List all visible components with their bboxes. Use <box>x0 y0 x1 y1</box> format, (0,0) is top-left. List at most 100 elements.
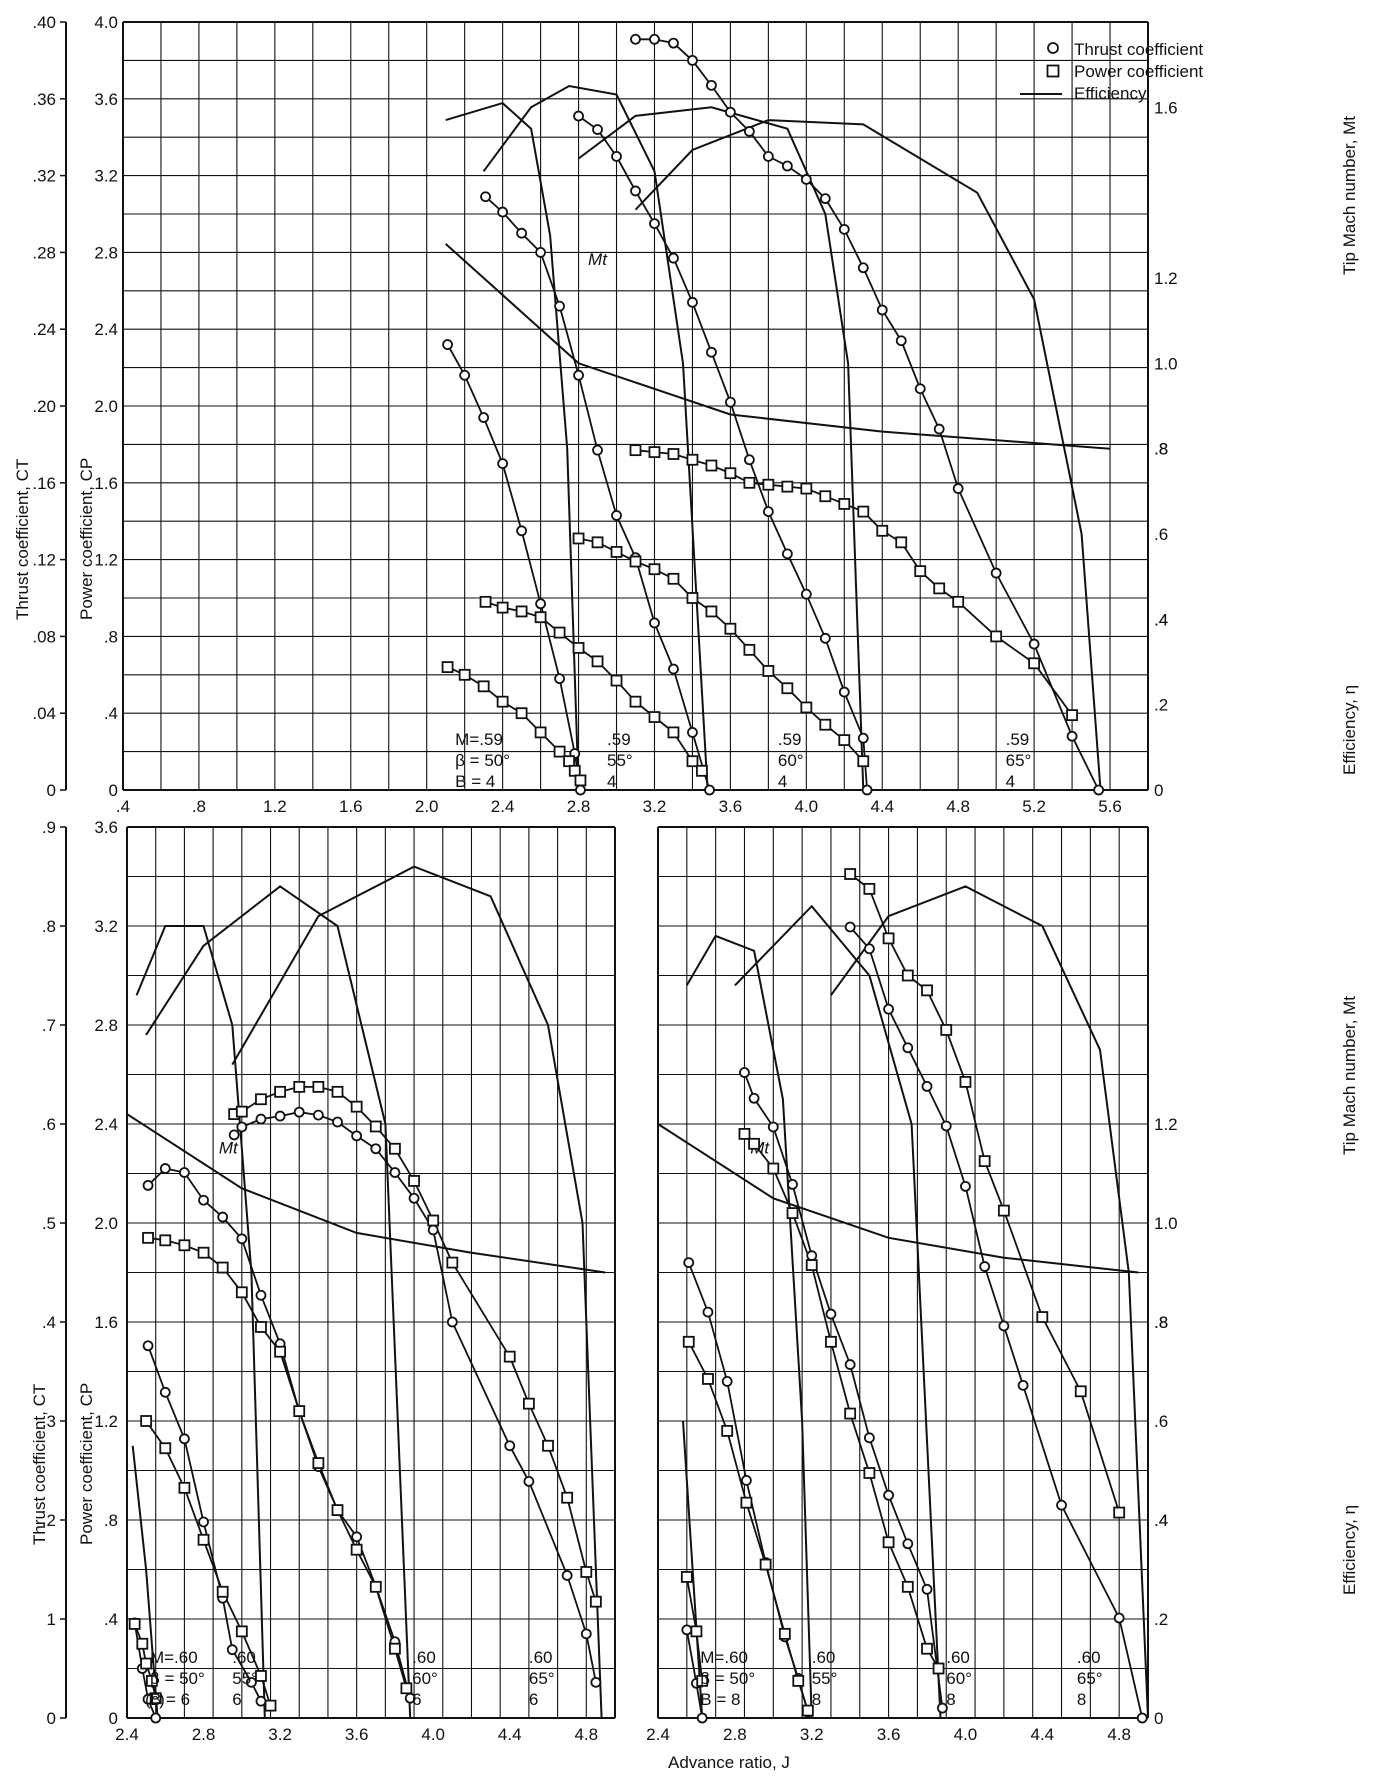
top-group-4-thrust-point <box>838 223 850 235</box>
bottom-sub1-group-4-power-point <box>446 1256 459 1269</box>
top-group-2-thrust-point <box>668 663 679 675</box>
bottom-sub1-group-3-power-curve <box>147 1236 408 1689</box>
bottom-ct-tick-label: .5 <box>42 1214 56 1233</box>
bottom-sub2-group-1-power-point <box>680 1571 693 1583</box>
bottom-sub1-group-2-thrust-point <box>245 1676 257 1688</box>
top-group-4-power-point <box>1066 709 1078 722</box>
bottom-sub2-group-4-power-point <box>1113 1506 1126 1519</box>
top-group-4-power-point <box>819 490 832 503</box>
top-cp-tick-label: .8 <box>104 627 118 646</box>
bottom-sub1-group-4-power-point <box>350 1100 363 1113</box>
bottom-sub2-group-2-power-point <box>759 1558 772 1571</box>
bottom-sub1-group-1-label-m: M=.60 <box>150 1648 198 1667</box>
top-group-4-thrust-point <box>781 160 793 172</box>
top-group-2-power-point <box>629 695 642 708</box>
bottom-sub1-group-3-power-point <box>159 1234 172 1247</box>
bottom-sub2-group-1-label-b: B = 8 <box>700 1690 740 1709</box>
top-group-4-thrust-point <box>952 483 964 494</box>
bottom-sub2-x-tick-label: 2.8 <box>723 1725 747 1744</box>
top-mach-tick-label: 1.2 <box>1154 269 1178 288</box>
top-group-3-label-m: .59 <box>778 730 802 749</box>
bottom-sub2-group-2-power-point <box>740 1496 753 1509</box>
top-group-4-power-point <box>914 565 927 578</box>
bottom-sub2-group-4-thrust-point <box>902 1042 914 1054</box>
top-group-4-thrust-point <box>743 126 755 137</box>
bottom-sub2-group-3-thrust-point <box>767 1121 779 1133</box>
bottom-sub2-group-3-label-b: 8 <box>946 1690 955 1709</box>
bottom-sub2-group-3-power-point <box>748 1137 760 1150</box>
top-group-4-power-point <box>1028 657 1041 670</box>
top-group-3-power-point <box>743 643 756 656</box>
bottom-sub2-group-3-thrust-point <box>806 1250 818 1262</box>
bottom-sub2-group-2-efficiency-curve <box>685 934 813 1719</box>
bottom-sub1-group-4-power-point <box>561 1491 574 1504</box>
bottom-sub1-group-1-label-beta: β = 50° <box>150 1669 205 1688</box>
top-grid <box>122 21 1149 791</box>
x-axis-label: Advance ratio, J <box>668 1753 790 1772</box>
bottom-mach-tick-label: .8 <box>1154 1313 1168 1332</box>
top-group-4-power-point <box>743 476 756 489</box>
bottom-sub1-group-2-power-point <box>255 1670 267 1682</box>
top-group-3-thrust-point <box>687 296 698 308</box>
top-group-4: .59 65° 4 <box>629 33 1105 796</box>
top-group-2-thrust-curve <box>484 196 711 791</box>
bottom-ct-tick-label: .4 <box>42 1313 56 1332</box>
top-group-4-label-beta: 65° <box>1006 751 1032 770</box>
bottom-sub1-group-4-thrust-point <box>370 1143 382 1155</box>
bottom-sub1-group-1-power-point <box>136 1637 149 1650</box>
bottom-cp-tick-label: 1.2 <box>94 1412 118 1431</box>
top-group-2-thrust-point <box>535 246 546 258</box>
top-ct-tick-label: 0 <box>47 781 56 800</box>
bottom-sub2-group-3-thrust-point <box>739 1067 750 1078</box>
bottom-sub1-group-1-efficiency-curve <box>131 1445 159 1719</box>
bottom-sub1-group-2-power-point <box>159 1442 172 1455</box>
bottom-sub2-group-3-power-point <box>863 1467 876 1479</box>
bottom-sub2-group-3-efficiency-curve <box>734 904 942 1719</box>
bottom-sub1-group-2: .60 55° 6 <box>135 925 277 1719</box>
bottom-sub1-group-2-thrust-point <box>159 1386 171 1398</box>
bottom-sub2-group-2-thrust-point <box>683 1257 695 1268</box>
bottom-sub1-group-4: .60 65° 6 <box>228 865 603 1719</box>
top-group-1-power-point <box>477 680 490 693</box>
bottom-sub2-group-2-thrust-point <box>721 1376 733 1387</box>
top-group-2-power-point <box>515 605 528 618</box>
bottom-sub1-group-3-power-point <box>312 1457 325 1469</box>
bottom-sub1-group-3-thrust-point <box>198 1194 209 1206</box>
top-group-2-power-point <box>667 726 680 739</box>
bottom-sub1-group-4-thrust-point <box>274 1110 286 1122</box>
top-eff-tick-label: .6 <box>1154 525 1168 544</box>
top-x-tick-label: 3.6 <box>719 797 743 816</box>
top-group-1-power-point <box>553 745 566 758</box>
bottom-sub2-group-4-power-point <box>844 868 857 880</box>
top-ct-axis-label: Thrust coefficient, CT <box>13 459 32 620</box>
top-group-4-power-point <box>990 630 1003 643</box>
top-group-1-thrust-point <box>442 339 453 350</box>
top-group-4-thrust-point <box>990 567 1002 579</box>
top-x-tick-label: 4.0 <box>795 797 819 816</box>
bottom-left-ticks: 01.2.3.4.5.6.7.8.90.4.81.21.62.02.42.83.… <box>42 818 1178 1728</box>
bottom-sub1-group-3-power-point <box>142 1231 154 1244</box>
top-group-3-power-point <box>686 592 699 604</box>
bottom-sub1-group-3-power-point <box>216 1261 229 1274</box>
bottom-sub1-group-3-power-point <box>400 1682 413 1695</box>
bottom-sub2-group-3-thrust-point <box>883 1489 894 1501</box>
bottom-sub2-group-2-label-b: 8 <box>812 1690 821 1709</box>
bottom-sub1-group-2-label-b: 6 <box>232 1690 241 1709</box>
bottom-sub2-group-2-power-point <box>721 1425 734 1437</box>
bottom-sub2-group-3-thrust-point <box>748 1092 760 1104</box>
bottom-sub2-group-4: .60 65° 8 <box>830 868 1149 1724</box>
bottom-sub1-group-4-label-m: .60 <box>529 1648 553 1667</box>
bottom-sub1-grid <box>126 826 616 1719</box>
top-group-3-thrust-point <box>630 185 641 197</box>
bottom-sub1-group-4-thrust-point <box>523 1475 535 1487</box>
top-ct-tick-label: .04 <box>32 704 56 723</box>
bottom-sub2-group-3-thrust-point <box>902 1538 914 1550</box>
top-group-4-power-point <box>762 478 775 491</box>
top-group-2-power-curve <box>485 600 703 772</box>
top-group-4-thrust-point <box>1066 730 1078 742</box>
top-group-2-power-point <box>648 711 661 723</box>
top-group-4-thrust-point <box>895 335 907 347</box>
bottom-sub1-group-3-efficiency-curve <box>145 885 412 1719</box>
top-group-2: .59 55° 4 <box>479 84 715 796</box>
top-group-1-label-b: B = 4 <box>455 772 495 791</box>
